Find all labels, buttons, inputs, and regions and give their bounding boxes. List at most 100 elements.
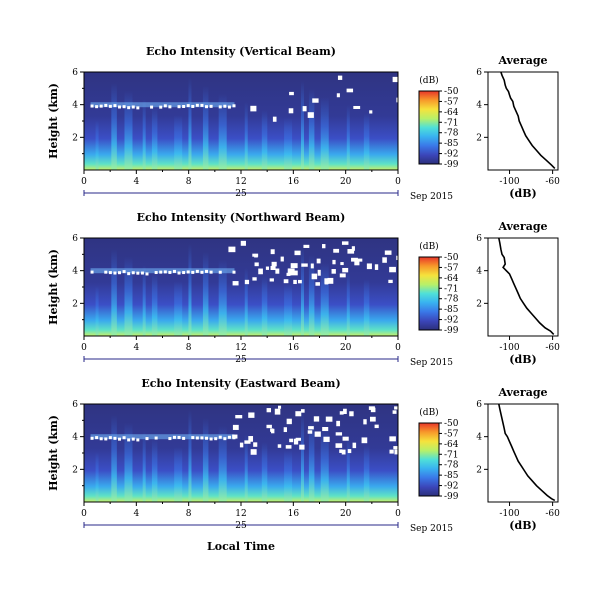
dropout-mark bbox=[182, 436, 186, 440]
dropout-mark bbox=[389, 449, 394, 454]
dropout-mark bbox=[159, 270, 163, 274]
x-axis-label: Local Time bbox=[207, 540, 275, 553]
x-tick-label: 20 bbox=[340, 509, 352, 519]
x-tick-label: 12 bbox=[235, 177, 246, 187]
dropout-mark bbox=[122, 105, 126, 109]
dropout-mark bbox=[244, 279, 250, 285]
echo-plume bbox=[124, 257, 133, 336]
dropout-mark bbox=[303, 244, 310, 248]
dropout-mark bbox=[339, 449, 343, 453]
echo-plume bbox=[151, 273, 158, 336]
dropout-mark bbox=[266, 424, 272, 429]
avg-x-label: (dB) bbox=[509, 353, 536, 366]
dropout-mark bbox=[293, 438, 299, 445]
dropout-mark bbox=[90, 270, 94, 274]
dropout-mark bbox=[322, 244, 326, 249]
dropout-mark bbox=[113, 436, 117, 440]
dropout-mark bbox=[239, 442, 244, 448]
dropout-mark bbox=[389, 436, 396, 442]
colorbar-tick-label: -57 bbox=[444, 263, 459, 273]
dropout-mark bbox=[131, 437, 135, 441]
colorbar-tick-label: -57 bbox=[444, 97, 459, 107]
echo-plume bbox=[188, 78, 192, 170]
y-tick-label: 6 bbox=[72, 68, 78, 78]
colorbar-tick-label: -71 bbox=[444, 450, 459, 460]
dropout-mark bbox=[191, 436, 195, 440]
echo-plume bbox=[111, 249, 117, 336]
date-tick-label: 25 bbox=[235, 355, 247, 365]
dropout-mark bbox=[154, 271, 158, 275]
dropout-mark bbox=[182, 271, 186, 275]
dropout-mark bbox=[270, 249, 275, 255]
colorbar-tick-label: -78 bbox=[444, 295, 459, 305]
avg-y-tick-label: 2 bbox=[476, 299, 482, 309]
echo-plume bbox=[142, 99, 146, 170]
echo-plume bbox=[111, 415, 117, 502]
x-tick-label: 0 bbox=[395, 343, 401, 353]
avg-y-tick-label: 6 bbox=[476, 400, 482, 410]
dropout-mark bbox=[370, 407, 376, 413]
dropout-mark bbox=[294, 250, 301, 256]
dropout-mark bbox=[168, 437, 172, 441]
x-tick-label: 0 bbox=[395, 509, 401, 519]
dropout-mark bbox=[209, 437, 213, 441]
dropout-mark bbox=[396, 97, 403, 103]
dropout-mark bbox=[388, 279, 393, 284]
dropout-mark bbox=[300, 409, 305, 413]
dropout-mark bbox=[232, 281, 239, 286]
dropout-mark bbox=[265, 266, 270, 270]
echo-plume bbox=[95, 286, 99, 336]
dropout-mark bbox=[313, 416, 320, 422]
dropout-mark bbox=[113, 271, 117, 275]
x-tick-label: 8 bbox=[186, 177, 192, 187]
dropout-mark bbox=[108, 104, 112, 108]
echo-plume bbox=[218, 426, 227, 502]
echo-plume bbox=[363, 279, 370, 336]
x-tick-label: 16 bbox=[288, 343, 300, 353]
dropout-mark bbox=[232, 104, 236, 108]
dropout-mark bbox=[131, 271, 135, 275]
echo-plume bbox=[300, 247, 304, 336]
dropout-mark bbox=[339, 273, 346, 278]
dropout-mark bbox=[186, 104, 190, 108]
avg-y-tick-label: 4 bbox=[476, 433, 482, 443]
echo-field bbox=[84, 404, 398, 502]
dropout-mark bbox=[168, 105, 172, 109]
dropout-mark bbox=[218, 270, 222, 274]
colorbar-tick-label: -92 bbox=[444, 482, 459, 492]
x-tick-label: 12 bbox=[235, 343, 246, 353]
dropout-mark bbox=[122, 436, 126, 440]
echo-plume bbox=[95, 452, 99, 502]
dropout-mark bbox=[168, 270, 172, 274]
x-tick-label: 20 bbox=[340, 343, 352, 353]
panel-title: Echo Intensity (Northward Beam) bbox=[137, 211, 346, 224]
avg-x-tick-label: -100 bbox=[499, 177, 519, 187]
dropout-mark bbox=[145, 272, 149, 276]
dropout-mark bbox=[341, 449, 346, 455]
dropout-mark bbox=[145, 437, 149, 441]
dropout-mark bbox=[140, 271, 144, 275]
dropout-mark bbox=[227, 435, 231, 439]
dropout-mark bbox=[118, 271, 122, 275]
panel-title: Echo Intensity (Eastward Beam) bbox=[141, 377, 340, 390]
dropout-mark bbox=[269, 278, 274, 282]
avg-x-tick-label: -100 bbox=[499, 509, 519, 519]
dropout-mark bbox=[335, 443, 343, 448]
dropout-mark bbox=[274, 408, 281, 415]
dropout-mark bbox=[327, 277, 334, 284]
avg-x-tick-label: -60 bbox=[545, 343, 560, 353]
dropout-mark bbox=[317, 269, 321, 276]
dropout-mark bbox=[283, 279, 289, 284]
dropout-mark bbox=[253, 442, 258, 447]
x-tick-label: 4 bbox=[133, 509, 139, 519]
dropout-mark bbox=[394, 449, 398, 455]
dropout-mark bbox=[280, 256, 284, 262]
avg-x-tick-label: -60 bbox=[545, 509, 560, 519]
dropout-mark bbox=[347, 449, 352, 454]
dropout-mark bbox=[337, 75, 343, 80]
dropout-mark bbox=[301, 263, 308, 267]
dropout-mark bbox=[293, 279, 297, 285]
dropout-mark bbox=[307, 112, 314, 118]
colorbar-tick-label: -99 bbox=[444, 160, 459, 170]
